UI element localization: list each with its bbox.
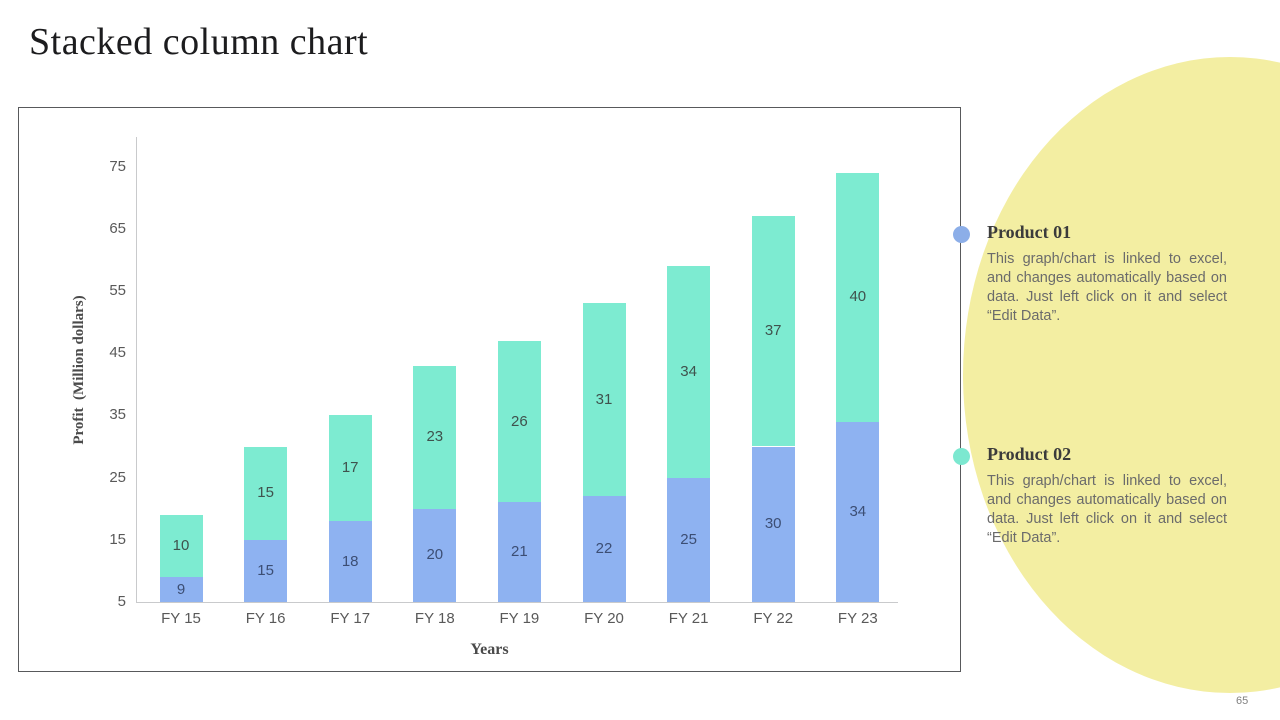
bar-value-label: 21 [511, 543, 528, 561]
bar-value-label: 15 [257, 561, 274, 579]
y-axis-line [136, 137, 137, 603]
x-axis-line [136, 602, 898, 603]
x-tick-label-fy-20: FY 20 [584, 610, 624, 627]
bar-value-label: 31 [595, 390, 613, 408]
x-tick-label-fy-23: FY 23 [837, 610, 878, 627]
slide-title: Stacked column chart [29, 21, 369, 63]
bar-value-label: 34 [680, 362, 697, 380]
bar-product-01-fy-17[interactable] [328, 521, 372, 602]
bar-product-01-fy-18[interactable] [413, 508, 457, 602]
y-tick-label-25: 25 [109, 468, 126, 486]
x-axis-title: Years [470, 641, 509, 658]
bar-product-02-fy-18[interactable] [413, 365, 457, 509]
bar-value-label: 34 [849, 502, 867, 520]
bar-product-01-fy-19[interactable] [497, 502, 541, 602]
bar-product-02-fy-16[interactable] [244, 446, 288, 540]
legend-item-product-01: Product 01 This graph/chart is linked to… [953, 222, 1227, 326]
bar-value-label: 18 [341, 552, 359, 570]
bar-product-01-fy-20[interactable] [582, 496, 626, 602]
bar-product-02-fy-22[interactable] [751, 216, 795, 447]
yellow-callout-shape [963, 57, 1280, 693]
bar-product-01-fy-23[interactable] [836, 421, 880, 602]
legend-item-title: Product 02 [987, 444, 1072, 464]
bar-value-label: 9 [176, 580, 186, 598]
bar-product-02-fy-19[interactable] [497, 340, 541, 503]
bar-value-label: 17 [341, 459, 359, 477]
x-tick-label-fy-15: FY 15 [161, 610, 201, 627]
legend-dot-product-02-icon [953, 448, 970, 465]
bar-value-label: 40 [849, 288, 867, 306]
bar-value-label: 10 [172, 537, 190, 555]
bar-product-02-fy-15[interactable] [159, 514, 203, 578]
y-tick-label-55: 55 [109, 282, 126, 299]
bar-product-01-fy-22[interactable] [751, 446, 795, 602]
x-tick-label-fy-16: FY 16 [245, 610, 286, 627]
x-tick-label-fy-18: FY 18 [414, 610, 455, 627]
y-tick-label-45: 45 [109, 344, 126, 362]
legend-item-product-02: Product 02 This graph/chart is linked to… [953, 444, 1227, 548]
bar-value-label: 23 [426, 428, 444, 446]
bar-value-label: 25 [680, 530, 697, 548]
bar-product-01-fy-15[interactable] [159, 577, 203, 602]
legend-item-description: This graph/chart is linked to excel, and… [987, 473, 1227, 546]
page-number: 65 [1236, 695, 1249, 707]
x-tick-label-fy-17: FY 17 [330, 610, 371, 627]
y-tick-label-65: 65 [109, 219, 126, 237]
bar-value-label: 26 [511, 412, 528, 430]
x-tick-label-fy-22: FY 22 [753, 610, 794, 627]
bar-product-02-fy-20[interactable] [582, 303, 626, 497]
y-tick-label-75: 75 [109, 157, 126, 175]
y-tick-label-5: 5 [117, 593, 126, 610]
bar-product-02-fy-23[interactable] [836, 172, 880, 422]
bar-product-02-fy-21[interactable] [667, 266, 711, 478]
bar-value-label: 37 [764, 322, 782, 340]
bar-value-label: 30 [764, 515, 782, 533]
bar-value-label: 15 [257, 484, 274, 502]
legend-item-description: This graph/chart is linked to excel, and… [987, 251, 1227, 324]
y-tick-label-15: 15 [109, 530, 126, 548]
bar-value-label: 20 [426, 546, 444, 564]
bar-product-01-fy-16[interactable] [244, 539, 288, 602]
x-tick-label-fy-19: FY 19 [499, 610, 540, 627]
chart-frame[interactable]: Profit (Million dollars) Years 5 15 25 35 45… [18, 107, 961, 672]
legend-item-title: Product 01 [987, 222, 1072, 242]
bar-product-01-fy-21[interactable] [667, 477, 711, 602]
x-tick-label-fy-21: FY 21 [668, 610, 709, 627]
bar-product-02-fy-17[interactable] [328, 415, 372, 522]
y-tick-label-35: 35 [109, 406, 126, 424]
legend-dot-product-01-icon [953, 226, 970, 243]
bar-value-label: 22 [595, 540, 613, 558]
